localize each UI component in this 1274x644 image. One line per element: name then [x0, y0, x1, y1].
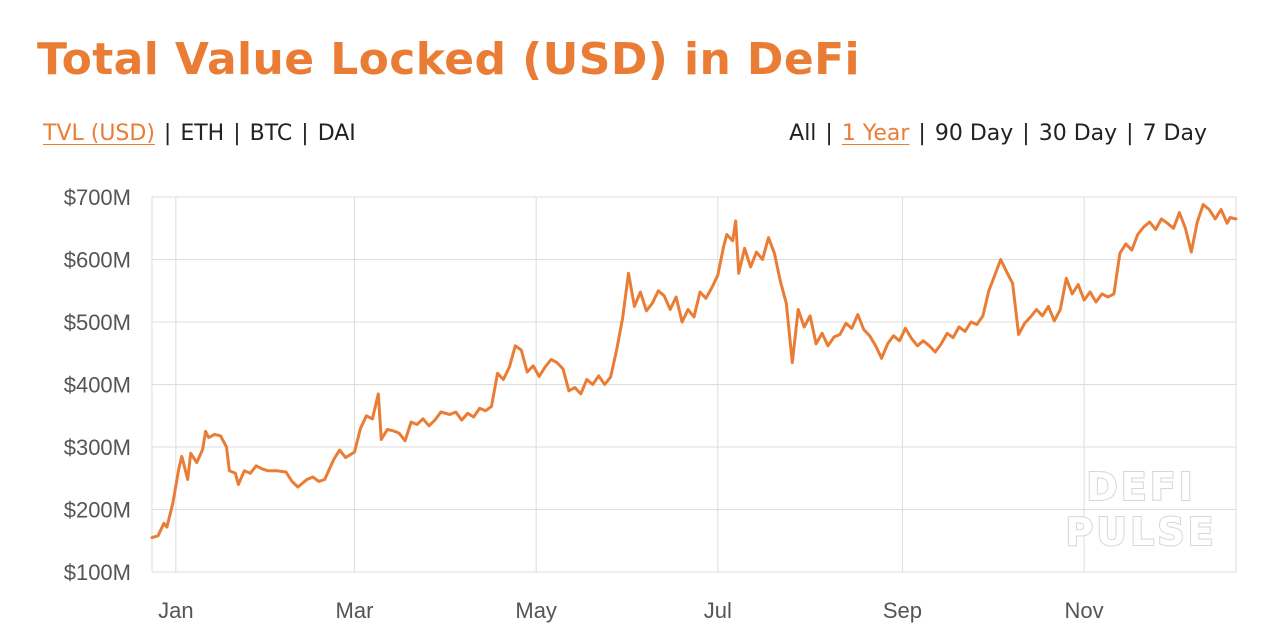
toggle-metric-dai[interactable]: DAI [317, 121, 356, 146]
defi-pulse-watermark: DEFI PULSE [1064, 464, 1216, 555]
toggle-separator: | [233, 121, 241, 146]
y-tick-label: $300M [64, 435, 131, 460]
watermark-line1: DEFI [1086, 465, 1196, 509]
y-tick-label: $500M [64, 310, 131, 335]
toggle-range-30-day[interactable]: 30 Day [1038, 121, 1118, 146]
metric-toggle-group: TVL (USD) | ETH | BTC | DAI [43, 121, 356, 146]
toggle-separator: | [918, 121, 926, 146]
toggle-metric-eth[interactable]: ETH [180, 121, 225, 146]
watermark-line2: PULSE [1065, 510, 1216, 554]
page-title: Total Value Locked (USD) in DeFi [37, 34, 861, 85]
tvl-series-line [150, 203, 1238, 540]
toggle-range-all[interactable]: All [789, 121, 817, 146]
toggle-separator: | [301, 121, 309, 146]
x-tick-label: Jul [704, 598, 732, 623]
toggle-range-1-year[interactable]: 1 Year [841, 121, 910, 146]
series-layer [150, 203, 1238, 540]
x-tick-label: Sep [883, 598, 922, 623]
axis-labels: $700M $600M $500M $400M $300M $200M $100M Jan Ma… [64, 185, 1104, 623]
grid-layer [151, 196, 1237, 573]
x-tick-label: May [515, 598, 557, 623]
toggle-range-7-day[interactable]: 7 Day [1142, 121, 1207, 146]
toggle-range-90-day[interactable]: 90 Day [934, 121, 1014, 146]
toggle-separator: | [825, 121, 833, 146]
y-tick-label: $400M [64, 373, 131, 398]
toggle-metric-tvl-usd[interactable]: TVL (USD) [43, 121, 155, 146]
toggle-separator: | [1022, 121, 1030, 146]
y-tick-label: $200M [64, 498, 131, 523]
y-tick-label: $100M [64, 560, 131, 585]
toggle-separator: | [163, 121, 172, 146]
x-tick-label: Nov [1065, 598, 1104, 623]
y-tick-label: $700M [64, 185, 131, 210]
x-tick-label: Mar [336, 598, 374, 623]
toggle-metric-btc[interactable]: BTC [249, 121, 293, 146]
range-toggle-group: All | 1 Year | 90 Day | 30 Day | 7 Day [789, 121, 1207, 146]
x-tick-label: Jan [158, 598, 193, 623]
y-tick-label: $600M [64, 248, 131, 273]
toggle-separator: | [1126, 121, 1134, 146]
